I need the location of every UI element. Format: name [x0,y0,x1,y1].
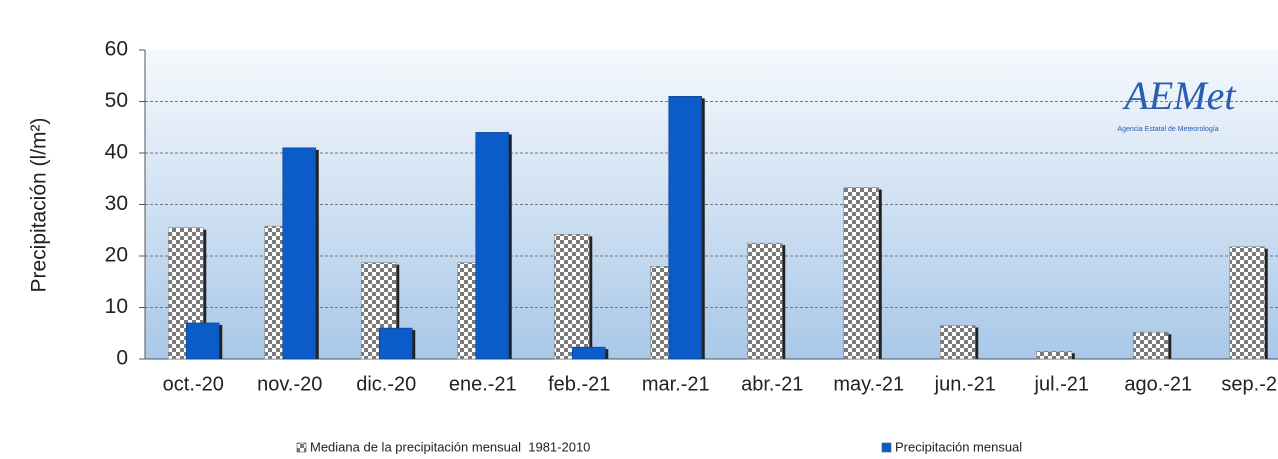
bar [746,242,783,360]
x-tick-label: feb.-21 [548,373,610,395]
x-tick-label: mar.-21 [642,373,710,395]
bar [1229,246,1266,360]
bar [553,234,590,360]
bar [1036,350,1073,360]
y-tick-label: 40 [105,141,128,164]
x-tick-label: ene.-21 [449,373,517,395]
y-tick-label: 30 [105,192,128,215]
y-tick-label: 0 [116,347,128,370]
y-tick-label: 50 [105,89,128,112]
x-tick-label: jul.-21 [1034,373,1089,395]
x-tick-label: oct.-20 [163,373,224,395]
bar [939,325,976,360]
y-tick-label: 20 [105,244,128,267]
logo: AEMet [1121,73,1236,118]
y-tick-label: 60 [105,38,128,61]
x-tick-label: dic.-20 [356,373,416,395]
x-tick-label: may.-21 [833,373,904,395]
x-tick-label: sep.-21 [1221,373,1278,395]
legend-swatch [881,442,892,453]
bar [282,147,317,360]
bar [1132,331,1169,360]
x-tick-label: nov.-20 [257,373,322,395]
bar [571,346,606,360]
bar [843,187,880,360]
bar [378,327,413,360]
bar [185,322,220,360]
y-axis-label: Precipitación (l/m²) [28,117,51,292]
logo-subtitle: Agencia Estatal de Meteorología [1117,126,1218,133]
x-tick-label: abr.-21 [741,373,803,395]
x-tick-label: ago.-21 [1124,373,1192,395]
bar [475,132,510,360]
legend-label: Precipitación mensual [895,439,1022,454]
x-tick-label: jun.-21 [934,373,996,395]
legend-label: Mediana de la precipitación mensual 1981… [310,439,590,454]
legend-swatch [296,442,307,453]
y-tick-label: 10 [105,295,128,318]
bar [668,96,703,360]
